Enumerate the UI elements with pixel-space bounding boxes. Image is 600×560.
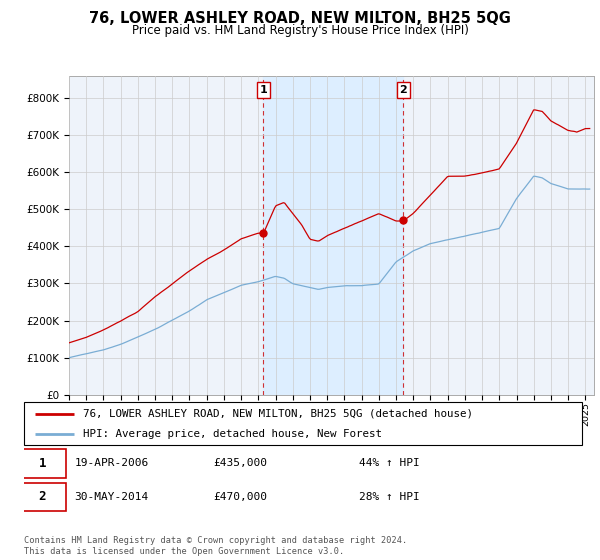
Text: £435,000: £435,000 [214, 459, 268, 468]
Text: 1: 1 [259, 85, 267, 95]
Bar [263, 76, 403, 395]
FancyBboxPatch shape [19, 449, 66, 478]
Text: 30-MAY-2014: 30-MAY-2014 [74, 492, 148, 502]
FancyBboxPatch shape [19, 483, 66, 511]
Text: 28% ↑ HPI: 28% ↑ HPI [359, 492, 419, 502]
Text: 2: 2 [38, 491, 46, 503]
Text: 76, LOWER ASHLEY ROAD, NEW MILTON, BH25 5QG (detached house): 76, LOWER ASHLEY ROAD, NEW MILTON, BH25 … [83, 409, 473, 419]
Text: 1: 1 [38, 457, 46, 470]
Text: 19-APR-2006: 19-APR-2006 [74, 459, 148, 468]
Text: £470,000: £470,000 [214, 492, 268, 502]
Text: Contains HM Land Registry data © Crown copyright and database right 2024.
This d: Contains HM Land Registry data © Crown c… [24, 536, 407, 556]
Text: 2: 2 [400, 85, 407, 95]
Text: Price paid vs. HM Land Registry's House Price Index (HPI): Price paid vs. HM Land Registry's House … [131, 24, 469, 36]
Text: 44% ↑ HPI: 44% ↑ HPI [359, 459, 419, 468]
Text: HPI: Average price, detached house, New Forest: HPI: Average price, detached house, New … [83, 428, 382, 438]
Text: 76, LOWER ASHLEY ROAD, NEW MILTON, BH25 5QG: 76, LOWER ASHLEY ROAD, NEW MILTON, BH25 … [89, 11, 511, 26]
